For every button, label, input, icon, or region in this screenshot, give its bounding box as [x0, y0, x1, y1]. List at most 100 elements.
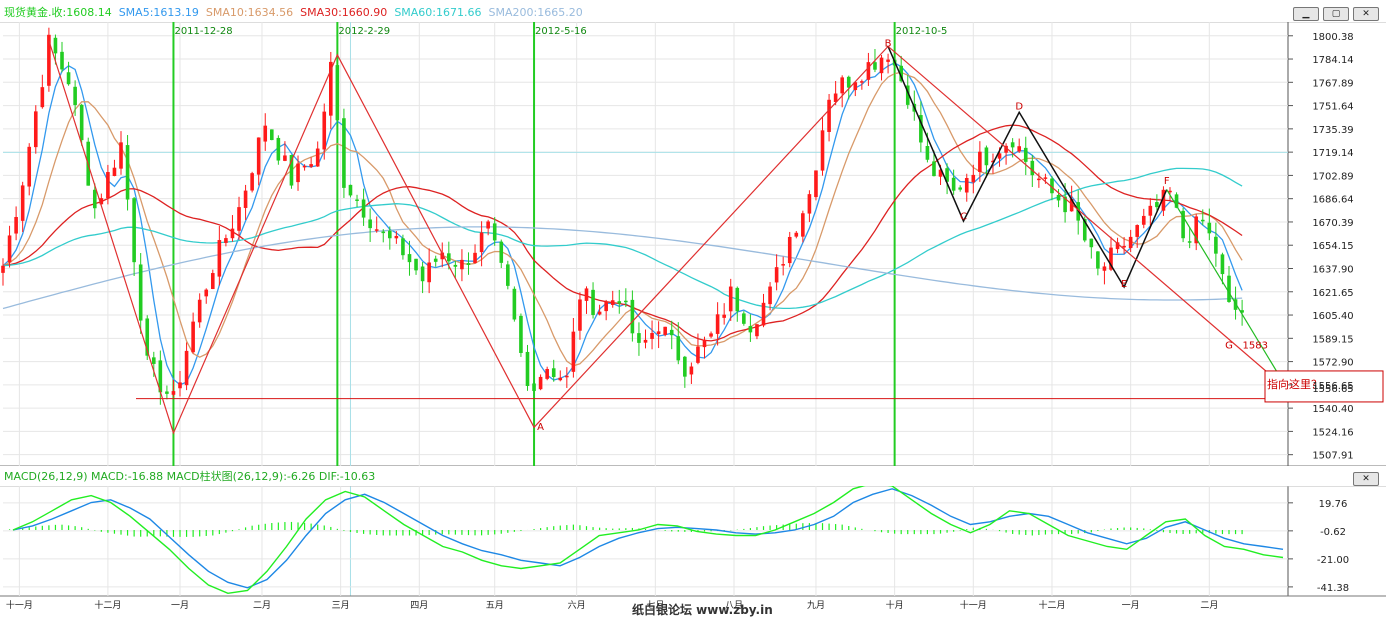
candle-down: [735, 287, 740, 312]
candle-up: [814, 170, 818, 198]
candle-up: [20, 185, 25, 221]
macd-tick-label: -0.62: [1320, 527, 1346, 538]
price-tick-label: 1702.89: [1312, 171, 1353, 182]
month-tick-label: 十二月: [94, 599, 121, 611]
candle-down: [269, 129, 274, 141]
candle-down: [899, 65, 903, 82]
candle-up: [781, 264, 785, 266]
legend-item: SMA10:1634.56: [206, 6, 293, 19]
candle-up: [486, 221, 490, 229]
candle-down: [591, 289, 595, 315]
price-tick-label: 1800.38: [1312, 32, 1353, 43]
channel-line: [887, 45, 1289, 391]
month-tick-label: 二月: [1200, 600, 1218, 611]
candle-up: [696, 346, 700, 363]
price-axis: 1800.38 1784.14 1767.89 1751.64 1735.39 1719.…: [1288, 32, 1354, 462]
candle-down: [1200, 219, 1205, 222]
close-button[interactable]: ✕: [1353, 7, 1379, 21]
candle-up: [40, 87, 45, 108]
candle-up: [833, 93, 838, 103]
candle-down: [151, 357, 156, 364]
candle-down: [145, 318, 150, 356]
pattern-point-label: G: [1225, 341, 1233, 352]
candle-up: [879, 57, 884, 74]
candle-up: [1069, 199, 1074, 212]
candle-down: [919, 115, 923, 143]
candle-up: [643, 339, 648, 343]
candle-down: [676, 336, 681, 361]
candle-up: [394, 235, 399, 239]
candle-up: [47, 34, 51, 86]
price-tick-label: 1524.16: [1312, 427, 1353, 438]
candle-down: [453, 264, 458, 267]
candle-down: [932, 161, 936, 177]
sma30-line: [2, 124, 1243, 342]
candle-up: [650, 333, 654, 339]
candle-down: [1030, 160, 1035, 176]
sma5-line: [2, 62, 1243, 386]
macd-legend: MACD(26,12,9) MACD:-16.88 MACD柱状图(26,12,…: [0, 466, 1386, 486]
minimize-button[interactable]: ▁: [1293, 7, 1319, 21]
candle-up: [106, 172, 110, 199]
candle-up: [374, 229, 379, 231]
candle-up: [545, 369, 549, 379]
candle-down: [1240, 310, 1244, 313]
candle-up: [794, 232, 799, 237]
candle-down: [630, 299, 635, 334]
candle-down: [414, 258, 418, 271]
candle-down: [381, 231, 386, 234]
month-tick-label: 十月: [886, 599, 904, 611]
candle-up: [807, 194, 812, 214]
candle-down: [1050, 178, 1054, 194]
candle-up: [237, 207, 241, 231]
candle-down: [92, 189, 97, 209]
candle-down: [125, 145, 130, 200]
date-marker-label: 2012-2-29: [338, 26, 390, 37]
candle-up: [978, 151, 982, 172]
pattern-point-label: B: [885, 38, 892, 49]
candle-up: [886, 59, 890, 62]
candle-up: [1168, 190, 1172, 193]
macd-tick-label: -41.38: [1317, 583, 1349, 594]
candle-up: [178, 382, 182, 389]
candle-down: [53, 37, 58, 54]
candle-up: [584, 288, 589, 301]
zigzag-black: [887, 46, 1168, 289]
restore-button[interactable]: ▢: [1323, 7, 1349, 21]
price-tick-label: 1686.64: [1312, 195, 1353, 206]
candle-up: [217, 240, 222, 277]
candle-up: [283, 155, 287, 161]
candle-up: [14, 217, 18, 234]
candle-up: [722, 314, 726, 318]
candle-up: [473, 252, 477, 264]
candle-down: [66, 72, 71, 85]
candle-up: [322, 111, 327, 150]
candle-up: [787, 236, 792, 264]
candle-up: [27, 146, 32, 187]
candle-up: [840, 77, 844, 94]
candle-down: [742, 313, 746, 324]
candle-up: [1141, 215, 1146, 225]
candle-down: [905, 85, 910, 105]
candle-down: [433, 258, 438, 262]
callout-price-label: 1556.65: [1312, 384, 1353, 395]
legend-item: 现货黄金.收:1608.14: [4, 5, 112, 19]
price-tick-label: 1670.39: [1312, 218, 1353, 229]
candle-down: [447, 253, 451, 262]
candle-up: [853, 82, 858, 91]
candle-up: [230, 228, 235, 239]
candle-down: [1155, 202, 1159, 208]
candle-down: [1089, 238, 1094, 248]
moving-averages: [2, 62, 1243, 386]
sma10-line: [2, 71, 1243, 367]
pattern-point-label: A: [537, 422, 544, 433]
target-arrow-line: [1166, 189, 1289, 391]
candle-up: [827, 99, 831, 132]
macd-close-button[interactable]: ✕: [1353, 472, 1379, 486]
candle-up: [329, 61, 333, 116]
candle-down: [958, 187, 962, 190]
candle-down: [1214, 236, 1218, 254]
macd-legend-text: MACD(26,12,9) MACD:-16.88 MACD柱状图(26,12,…: [4, 469, 375, 483]
legend-item: SMA5:1613.19: [119, 6, 199, 19]
